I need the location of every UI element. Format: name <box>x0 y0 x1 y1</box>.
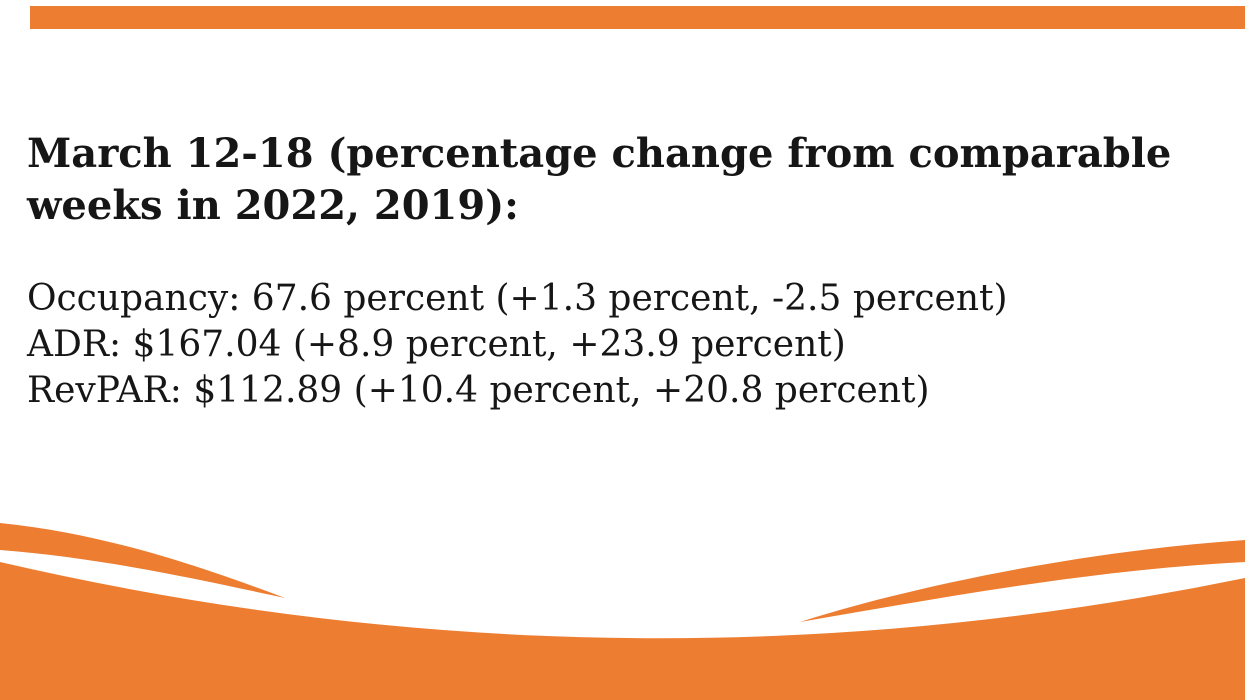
heading-line-1: March 12-18 (percentage change from comp… <box>27 130 1172 177</box>
slide-heading: March 12-18 (percentage change from comp… <box>27 128 1207 232</box>
top-accent-bar <box>30 6 1245 29</box>
heading-line-2: weeks in 2022, 2019): <box>27 182 519 229</box>
slide-body: Occupancy: 67.6 percent (+1.3 percent, -… <box>27 276 1207 414</box>
metric-line-adr: ADR: $167.04 (+8.9 percent, +23.9 percen… <box>27 324 846 365</box>
bottom-swoosh-graphic <box>0 523 1245 700</box>
metric-line-revpar: RevPAR: $112.89 (+10.4 percent, +20.8 pe… <box>27 370 930 411</box>
swoosh-main-shape <box>0 562 1245 700</box>
metric-line-occupancy: Occupancy: 67.6 percent (+1.3 percent, -… <box>27 278 1008 319</box>
swoosh-left-band <box>0 523 285 598</box>
swoosh-right-band <box>800 540 1245 622</box>
